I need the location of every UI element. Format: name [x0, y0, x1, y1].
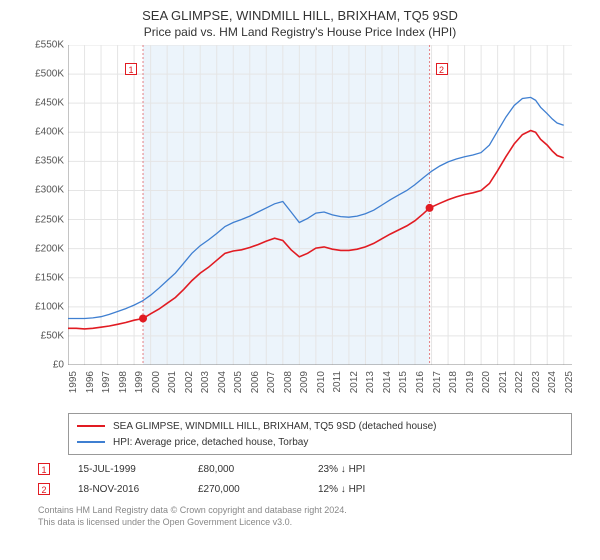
y-tick-label: £150K [24, 272, 64, 283]
y-tick-label: £550K [24, 40, 64, 51]
transaction-date: 15-JUL-1999 [78, 464, 198, 475]
y-tick-label: £250K [24, 214, 64, 225]
footnote: Contains HM Land Registry data © Crown c… [38, 505, 572, 528]
legend-item: SEA GLIMPSE, WINDMILL HILL, BRIXHAM, TQ5… [77, 418, 563, 434]
transaction-date: 18-NOV-2016 [78, 484, 198, 495]
x-tick-label: 1999 [134, 371, 145, 411]
x-tick-label: 1996 [85, 371, 96, 411]
x-tick-label: 2004 [217, 371, 228, 411]
y-tick-label: £350K [24, 156, 64, 167]
x-tick-label: 2015 [398, 371, 409, 411]
y-tick-label: £50K [24, 330, 64, 341]
x-tick-label: 2010 [316, 371, 327, 411]
transaction-marker: 1 [38, 463, 50, 475]
line-chart [68, 45, 572, 365]
x-tick-label: 2020 [481, 371, 492, 411]
transaction-row: 1 15-JUL-1999£80,00023% ↓ HPI [38, 459, 572, 479]
y-tick-label: £0 [24, 360, 64, 371]
marker-label: 1 [125, 63, 137, 75]
x-tick-label: 2024 [547, 371, 558, 411]
x-tick-label: 2011 [332, 371, 343, 411]
x-tick-label: 2006 [250, 371, 261, 411]
x-tick-label: 2012 [349, 371, 360, 411]
y-tick-label: £450K [24, 98, 64, 109]
x-tick-label: 2019 [465, 371, 476, 411]
x-tick-label: 2000 [151, 371, 162, 411]
x-tick-label: 2016 [415, 371, 426, 411]
legend-swatch [77, 441, 105, 443]
x-tick-label: 2005 [233, 371, 244, 411]
legend-label: SEA GLIMPSE, WINDMILL HILL, BRIXHAM, TQ5… [113, 421, 436, 432]
transaction-delta: 23% ↓ HPI [318, 464, 438, 475]
x-tick-label: 2017 [432, 371, 443, 411]
x-tick-label: 2014 [382, 371, 393, 411]
x-tick-label: 2007 [266, 371, 277, 411]
footnote-line: This data is licensed under the Open Gov… [38, 517, 572, 529]
x-tick-label: 2009 [299, 371, 310, 411]
transaction-price: £270,000 [198, 484, 318, 495]
transaction-price: £80,000 [198, 464, 318, 475]
x-tick-label: 2002 [184, 371, 195, 411]
x-tick-label: 2013 [365, 371, 376, 411]
y-tick-label: £100K [24, 301, 64, 312]
legend-label: HPI: Average price, detached house, Torb… [113, 437, 308, 448]
transaction-marker: 2 [38, 483, 50, 495]
x-tick-label: 2022 [514, 371, 525, 411]
x-tick-label: 2018 [448, 371, 459, 411]
legend: SEA GLIMPSE, WINDMILL HILL, BRIXHAM, TQ5… [68, 413, 572, 455]
x-tick-label: 1997 [101, 371, 112, 411]
x-tick-label: 2023 [531, 371, 542, 411]
transaction-delta: 12% ↓ HPI [318, 484, 438, 495]
x-tick-label: 2003 [200, 371, 211, 411]
transactions-table: 1 15-JUL-1999£80,00023% ↓ HPI 2 18-NOV-2016… [38, 459, 572, 499]
footnote-line: Contains HM Land Registry data © Crown c… [38, 505, 572, 517]
y-tick-label: £200K [24, 243, 64, 254]
x-tick-label: 2008 [283, 371, 294, 411]
y-tick-label: £400K [24, 127, 64, 138]
x-tick-label: 1995 [68, 371, 79, 411]
chart-title: SEA GLIMPSE, WINDMILL HILL, BRIXHAM, TQ5… [0, 0, 600, 23]
marker-label: 2 [436, 63, 448, 75]
transaction-row: 2 18-NOV-2016£270,00012% ↓ HPI [38, 479, 572, 499]
x-tick-label: 2001 [167, 371, 178, 411]
x-tick-label: 2021 [498, 371, 509, 411]
legend-item: HPI: Average price, detached house, Torb… [77, 434, 563, 450]
x-tick-label: 1998 [118, 371, 129, 411]
chart-subtitle: Price paid vs. HM Land Registry's House … [0, 23, 600, 45]
chart-area: £0 £50K £100K £150K £200K £250K £300K £350K £400… [20, 45, 580, 405]
legend-swatch [77, 425, 105, 427]
y-tick-label: £500K [24, 69, 64, 80]
x-tick-label: 2025 [564, 371, 575, 411]
y-tick-label: £300K [24, 185, 64, 196]
